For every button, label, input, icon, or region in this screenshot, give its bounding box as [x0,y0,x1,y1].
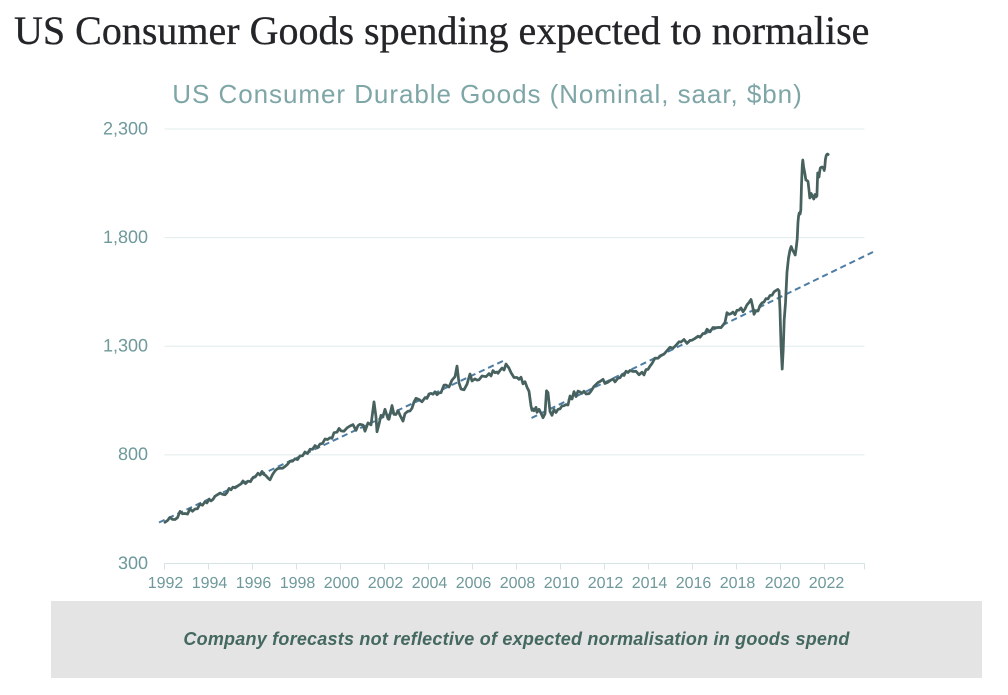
svg-text:2012: 2012 [588,575,624,592]
svg-text:1,300: 1,300 [103,336,148,356]
svg-text:2020: 2020 [765,575,801,592]
svg-text:2008: 2008 [500,575,536,592]
svg-text:1992: 1992 [148,575,184,592]
svg-text:1994: 1994 [192,575,228,592]
svg-text:300: 300 [118,553,148,573]
svg-text:2010: 2010 [544,575,580,592]
svg-text:2014: 2014 [632,575,668,592]
svg-text:2022: 2022 [809,575,845,592]
svg-text:2002: 2002 [368,575,404,592]
svg-text:2018: 2018 [720,575,756,592]
svg-text:800: 800 [118,444,148,464]
svg-text:1996: 1996 [236,575,272,592]
svg-text:1,800: 1,800 [103,227,148,247]
svg-text:2000: 2000 [324,575,360,592]
svg-text:2006: 2006 [456,575,492,592]
svg-text:2004: 2004 [412,575,448,592]
svg-text:1998: 1998 [280,575,316,592]
svg-text:2016: 2016 [676,575,712,592]
svg-text:2,300: 2,300 [103,118,148,138]
